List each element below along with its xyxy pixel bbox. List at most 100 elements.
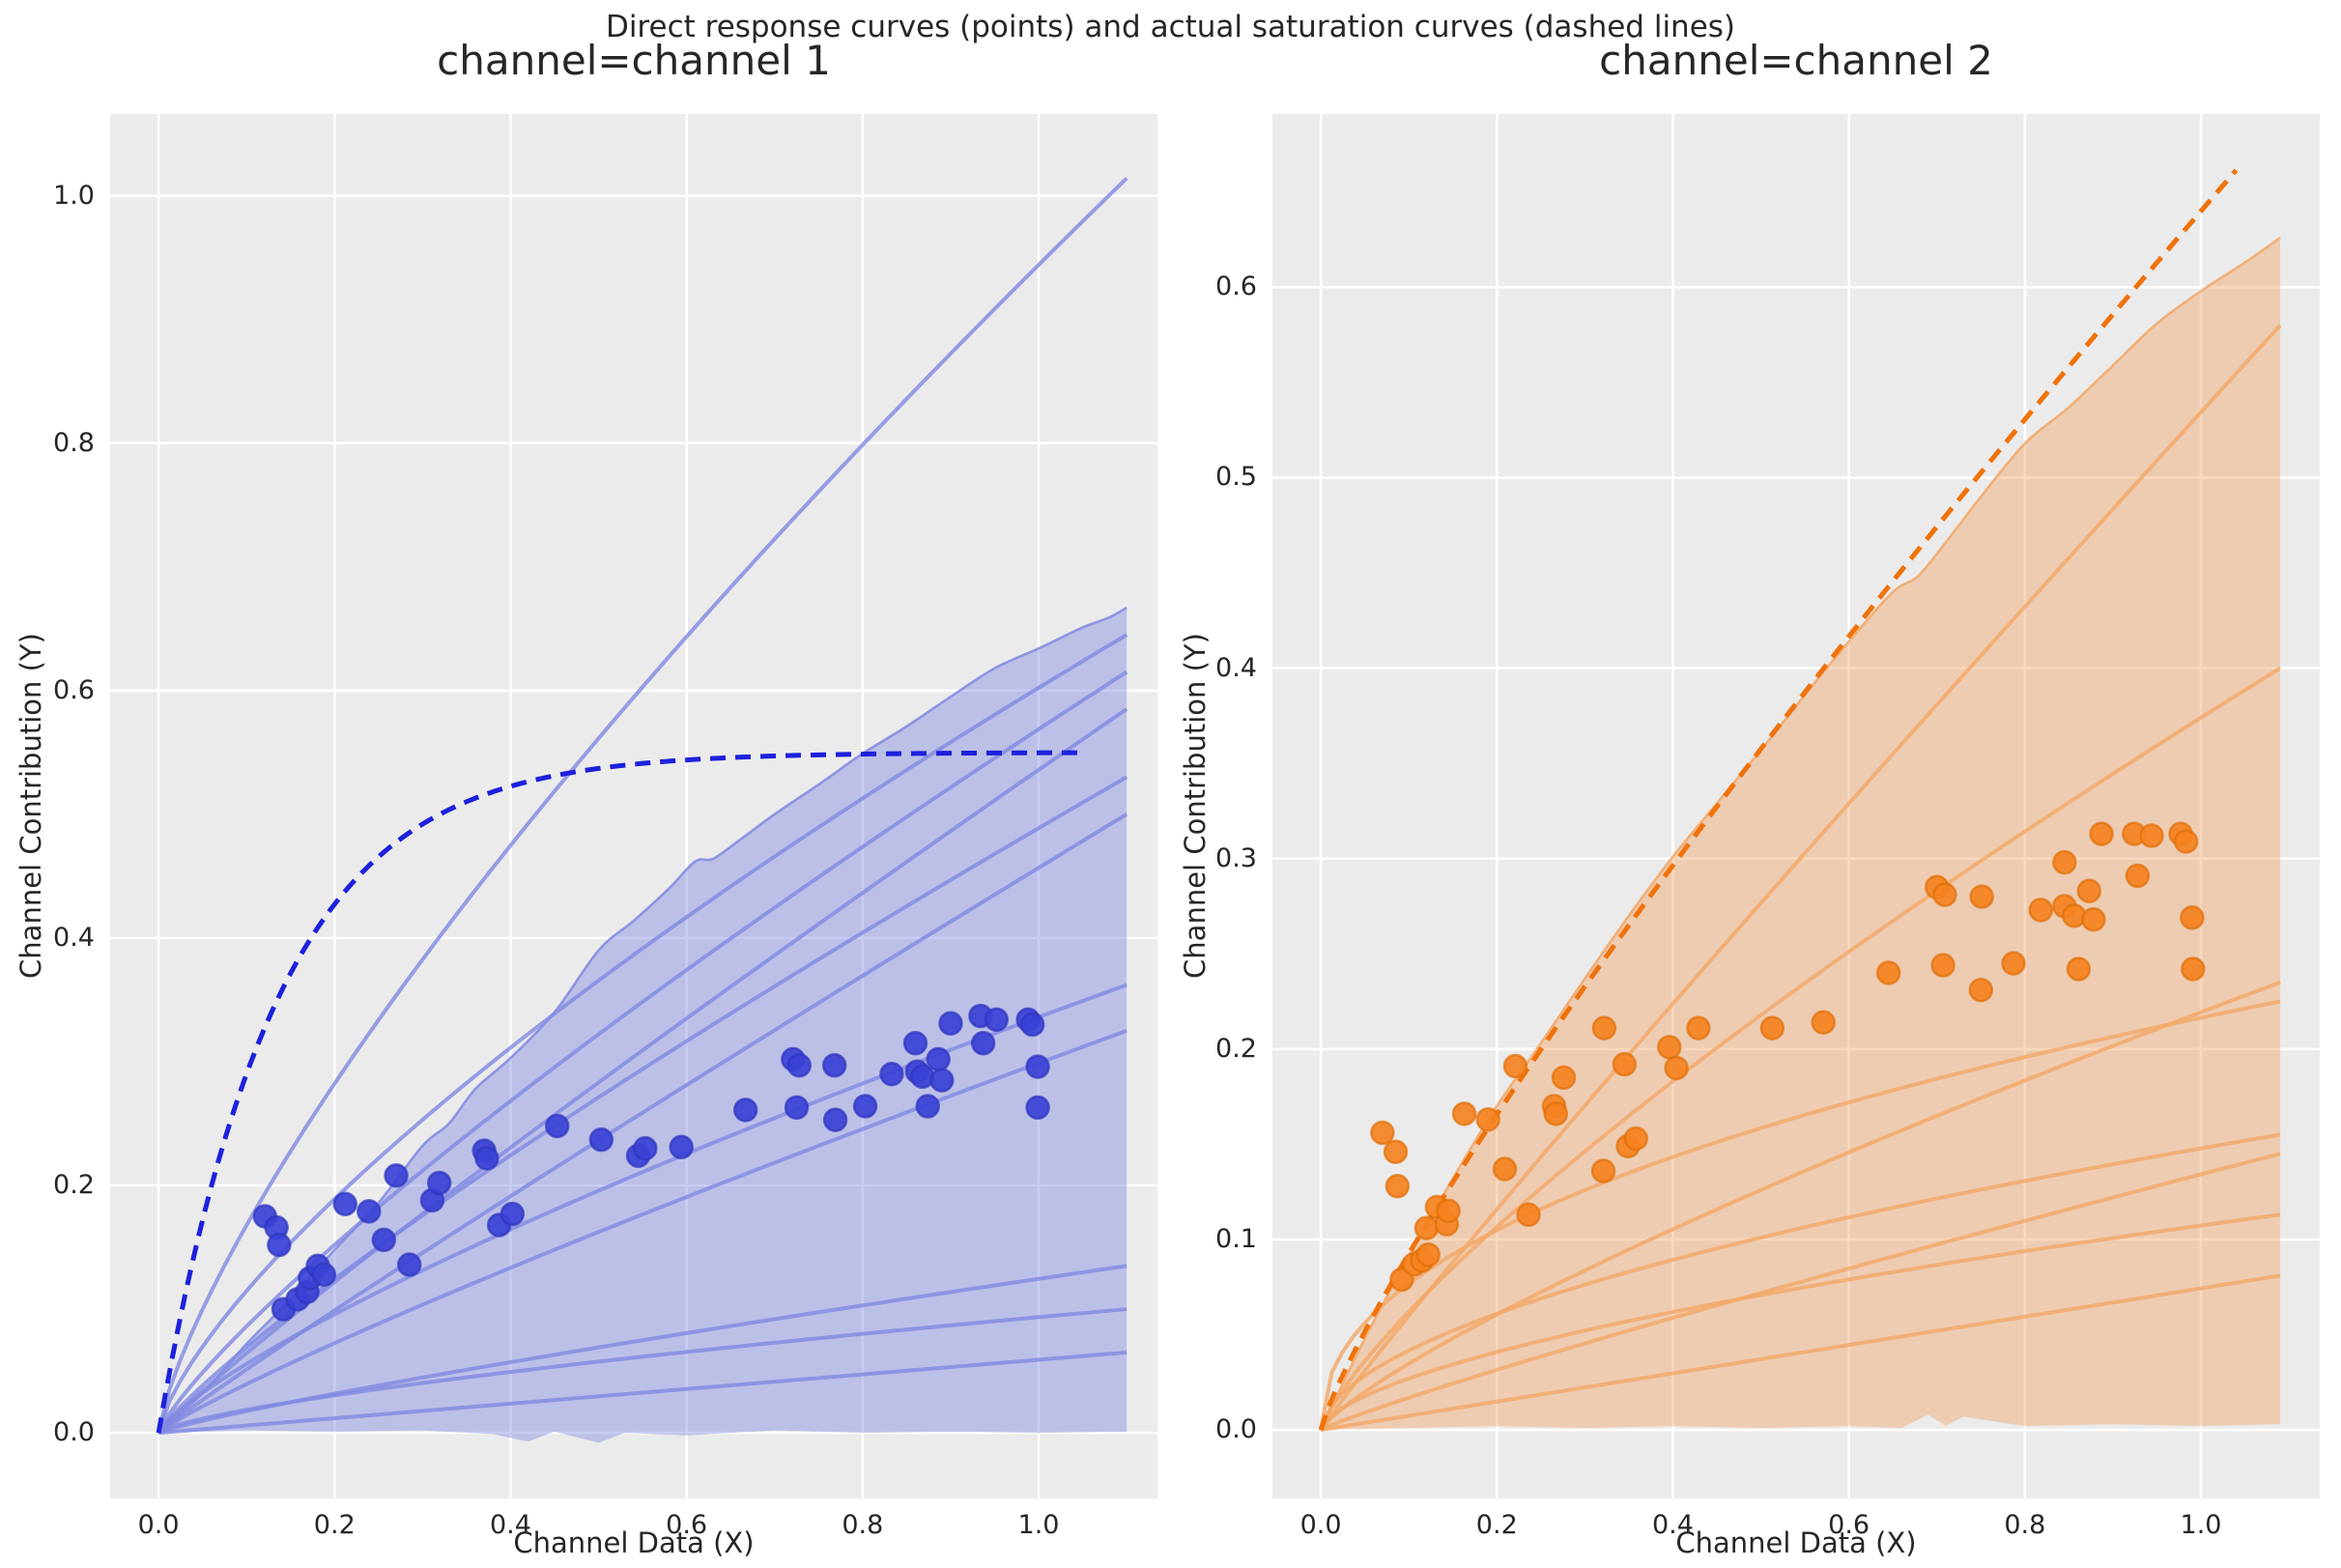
data-point [332,1191,357,1216]
data-point [821,1053,847,1078]
data-point [544,1113,570,1139]
x-tick-label: 0.8 [842,1510,884,1540]
plot-content [156,177,1128,1443]
data-point [2089,821,2114,846]
plot-content [1318,168,2282,1433]
y-tick-label: 0.6 [1215,271,1257,302]
data-point [852,1094,878,1119]
sample-response-curve [1319,999,2281,1431]
x-tick-label: 1.0 [2180,1510,2222,1540]
data-point [2139,823,2164,848]
data-point [1932,882,1957,907]
hdi-band [158,607,1128,1443]
axes-background [110,114,1157,1498]
sample-response-curve [1319,980,2281,1432]
sample-response-curve [157,1029,1128,1435]
x-tick-label: 0.2 [313,1510,356,1540]
data-point [2125,863,2151,889]
y-tick-label: 0.1 [1215,1223,1257,1254]
x-tick-label: 1.0 [1017,1510,1060,1540]
data-point [822,1107,848,1132]
data-point [984,1007,1010,1033]
data-point [384,1163,409,1188]
data-point [426,1170,452,1196]
data-point [970,1030,996,1056]
data-point [1664,1055,1689,1081]
data-point [1623,1126,1648,1152]
x-tick-label: 0.4 [489,1510,531,1540]
data-point [2001,951,2026,976]
y-tick-label: 0.3 [1215,842,1257,873]
data-point [474,1146,500,1171]
data-point [929,1068,955,1093]
data-point [1968,977,1994,1003]
data-point [1930,953,1956,978]
sample-response-curve [157,775,1128,1435]
data-point [1025,1054,1050,1079]
data-point [915,1094,940,1119]
data-point [926,1046,951,1072]
y-tick-label: 1.0 [53,180,95,211]
data-point [2180,905,2205,930]
sample-response-curve [1319,666,2282,1431]
data-point [1019,1012,1045,1038]
data-point [1436,1198,1461,1224]
actual-saturation-curve-dashed [1318,168,2239,1431]
plot-area-1 [110,114,1157,1498]
data-point [1415,1241,1441,1268]
data-point [371,1227,397,1253]
data-point [1811,1010,1836,1035]
plot-area-2 [1272,114,2320,1498]
data-point [2081,907,2106,932]
sample-response-curve [157,707,1128,1435]
sample-response-curve [157,1307,1128,1435]
data-point [311,1262,337,1287]
subplot2-title: channel=channel 2 [1599,37,1993,84]
data-point [902,1030,928,1056]
data-point [1383,1139,1409,1165]
sample-response-curve [157,633,1128,1434]
data-point [1370,1120,1395,1146]
data-point [1492,1156,1518,1182]
sample-response-curve [1319,1132,2281,1431]
data-point [1543,1101,1569,1126]
x-tick-label: 0.6 [1828,1510,1870,1540]
data-point [2181,956,2206,982]
data-point [1516,1202,1541,1228]
sample-response-curve [1320,1273,2281,1433]
data-point [588,1126,614,1153]
x-tick-label: 0.8 [2004,1510,2046,1540]
data-point [1686,1015,1711,1041]
data-point [1759,1015,1785,1041]
data-point [2052,849,2077,875]
y-tick-label: 0.8 [53,427,95,458]
data-point [267,1232,292,1258]
data-point [2076,878,2102,903]
data-point [2066,956,2092,982]
x-tick-label: 0.0 [137,1510,180,1540]
data-point [1612,1051,1638,1077]
data-point [633,1135,658,1161]
data-point [786,1053,813,1078]
y-tick-label: 0.0 [1215,1413,1257,1444]
figure-suptitle: Direct response curves (points) and actu… [605,10,1736,44]
y-tick-label: 0.6 [53,674,95,705]
subplot1-title: channel=channel 1 [437,37,831,84]
data-point [1413,1215,1440,1240]
data-point [732,1098,758,1123]
subplot2-ylabel: Channel Contribution (Y) [1179,633,1212,979]
x-tick-label: 0.0 [1299,1510,1342,1540]
data-point [1875,960,1901,985]
y-tick-label: 0.4 [1215,652,1257,683]
y-tick-label: 0.4 [53,922,95,953]
data-point [1025,1095,1050,1121]
sample-response-curve [157,177,1128,1434]
x-tick-label: 0.4 [1651,1510,1694,1540]
data-point [396,1252,422,1277]
data-point [669,1134,694,1160]
sample-response-curve [1320,1152,2281,1432]
data-point [1475,1106,1500,1132]
data-point [1451,1101,1477,1126]
data-point [1590,1158,1616,1183]
